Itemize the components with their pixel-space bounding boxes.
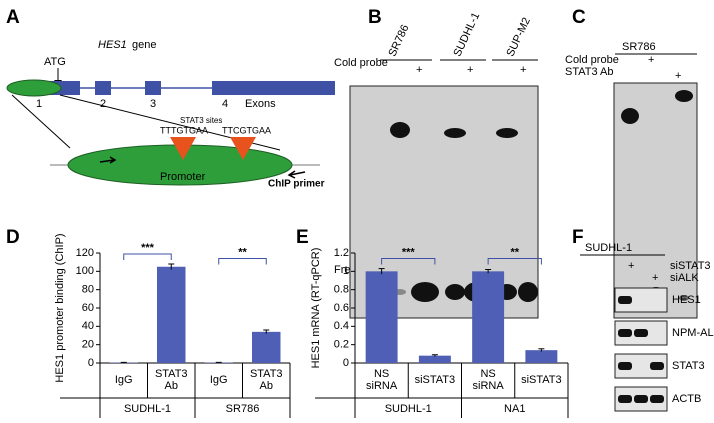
- exon-number: 2: [100, 98, 106, 110]
- bar: [525, 350, 557, 363]
- y-tick-label: 1: [343, 265, 349, 277]
- blot-band: [618, 395, 632, 403]
- x-tick-label: IgG: [115, 374, 133, 386]
- cell-line: SR786: [622, 41, 656, 53]
- promoter-label: Promoter: [160, 171, 206, 183]
- blot-band: [634, 329, 648, 337]
- row-label: siALK: [670, 272, 699, 284]
- primer-label: ChIP primer: [268, 179, 325, 190]
- primer-arrow: [289, 171, 305, 178]
- cell-line: SUDHL-1: [585, 242, 632, 254]
- y-tick-label: 0: [88, 357, 94, 369]
- y-tick-label: 0.4: [334, 320, 349, 332]
- significance: ***: [402, 246, 416, 258]
- plus: +: [416, 64, 422, 76]
- gene-name: HES1: [98, 39, 127, 51]
- bar: [252, 332, 281, 363]
- plus: +: [467, 64, 473, 76]
- y-tick-label: 40: [82, 320, 94, 332]
- exons-label: Exons: [245, 98, 276, 110]
- blot-label: STAT3: [672, 360, 705, 372]
- y-tick-label: 1.2: [334, 247, 349, 259]
- blot-band: [650, 395, 664, 403]
- y-tick-label: 0.8: [334, 284, 349, 296]
- significance-bracket: [219, 259, 267, 265]
- y-tick-label: 80: [82, 284, 94, 296]
- plus: +: [520, 64, 526, 76]
- lane-label: SUDHL-1: [451, 11, 482, 59]
- x-tick-label: IgG: [210, 374, 228, 386]
- significance: ***: [141, 242, 155, 254]
- x-tick-label: siSTAT3: [415, 374, 456, 386]
- y-tick-label: 100: [76, 265, 94, 277]
- exon: [145, 81, 161, 95]
- y-tick-label: 0.6: [334, 302, 349, 314]
- blot-label: NPM-ALK: [672, 327, 714, 339]
- y-axis-label: HES1 mRNA (RT-qPCR): [310, 248, 322, 369]
- atg: ATG: [44, 56, 66, 68]
- exon-number: 1: [36, 98, 42, 110]
- y-tick-label: 120: [76, 247, 94, 259]
- plus: +: [675, 70, 681, 82]
- blot-band: [634, 395, 648, 403]
- blot-band: [618, 329, 632, 337]
- panel-label: C: [572, 7, 586, 28]
- lane-label: SUP-M2: [504, 16, 532, 59]
- panel-label: B: [368, 7, 382, 28]
- site: TTTGTGAA: [160, 125, 208, 135]
- lane-label: SR786: [386, 23, 411, 59]
- row-label: Cold probe: [565, 54, 619, 66]
- bar: [419, 356, 451, 363]
- exon-number: 4: [222, 98, 228, 110]
- group-label: NA1: [504, 403, 525, 415]
- plus: +: [648, 54, 654, 66]
- sites-label: STAT3 sites: [180, 116, 222, 125]
- panel-label: F: [572, 227, 584, 248]
- group-label: SUDHL-1: [385, 403, 432, 415]
- gene-suffix: gene: [132, 39, 156, 51]
- exon: [95, 81, 111, 95]
- promoter-small: [7, 80, 61, 96]
- blot-band: [650, 362, 664, 370]
- exon: [212, 81, 335, 95]
- panel-label: A: [6, 7, 20, 28]
- blot-label: ACTB: [672, 393, 701, 405]
- blot-band: [618, 362, 632, 370]
- y-tick-label: 0.2: [334, 339, 349, 351]
- plus: +: [628, 260, 634, 272]
- plus: +: [652, 272, 658, 284]
- row-label: Cold probe: [334, 57, 388, 69]
- bar: [157, 267, 186, 363]
- panel-label: D: [6, 227, 20, 248]
- y-axis-label: HES1 promoter binding (ChIP): [54, 233, 66, 382]
- panel-label: E: [296, 227, 309, 248]
- significance: **: [238, 246, 247, 258]
- y-tick-label: 60: [82, 302, 94, 314]
- bar: [366, 271, 398, 363]
- group-label: SUDHL-1: [124, 403, 171, 415]
- row-label: siSTAT3: [670, 260, 711, 272]
- blot-band: [618, 296, 632, 304]
- group-label: SR786: [226, 403, 260, 415]
- y-tick-label: 0: [343, 357, 349, 369]
- significance: **: [510, 246, 519, 258]
- x-tick-label: siSTAT3: [521, 374, 562, 386]
- bar: [472, 271, 504, 363]
- blot-label: HES1: [672, 294, 701, 306]
- significance-bracket: [124, 254, 172, 260]
- row-label: STAT3 Ab: [565, 66, 614, 78]
- exon-number: 3: [150, 98, 156, 110]
- y-tick-label: 20: [82, 339, 94, 351]
- site: TTCGTGAA: [222, 125, 271, 135]
